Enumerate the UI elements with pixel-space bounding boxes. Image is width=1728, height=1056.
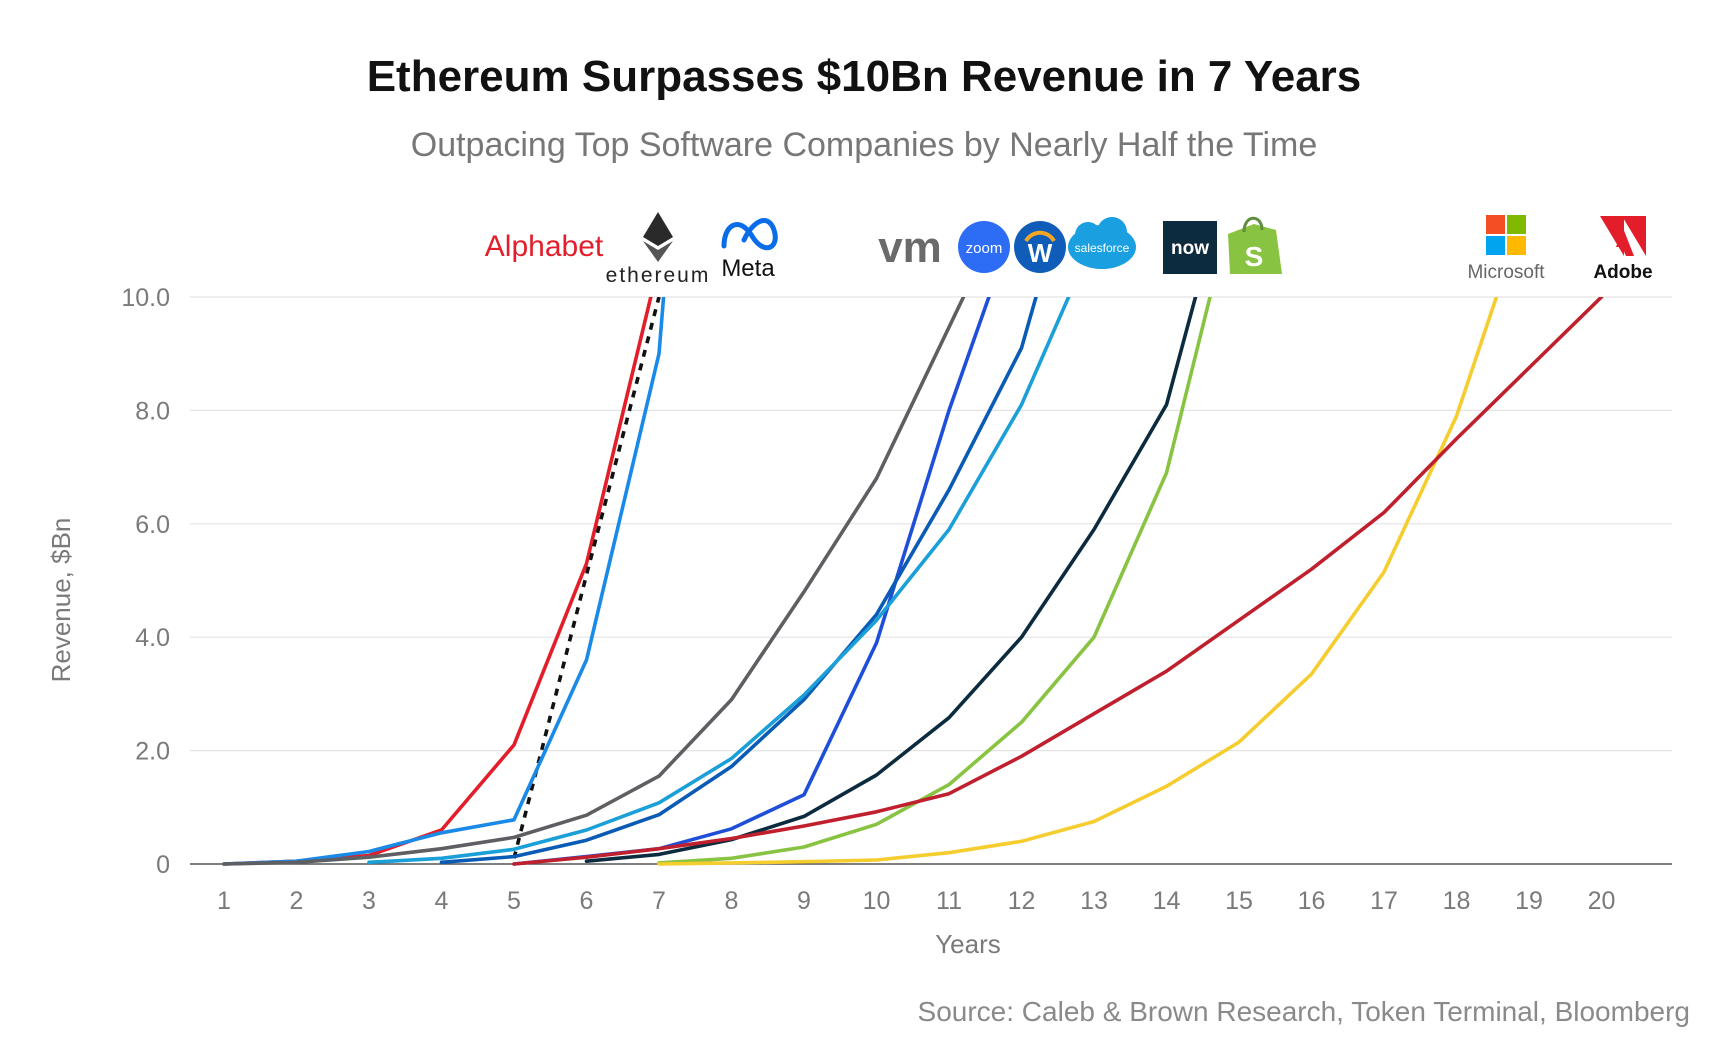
zoom-logo: zoom	[958, 221, 1010, 273]
ethereum-logo-text: ethereum	[606, 264, 711, 287]
x-tick-label: 20	[1588, 887, 1616, 915]
x-tick-label: 18	[1443, 887, 1471, 915]
workday-circle-icon	[1014, 221, 1066, 273]
x-tick-label: 7	[652, 887, 666, 915]
series-line-meta	[222, 297, 666, 866]
series-line-adobe	[512, 297, 1604, 866]
salesforce-logo-text: salesforce	[1075, 241, 1130, 255]
meta-logo: Meta	[721, 218, 778, 282]
x-tick-label: 2	[290, 887, 304, 915]
source-note: Source: Caleb & Brown Research, Token Te…	[917, 996, 1690, 1027]
chart-subtitle: Outpacing Top Software Companies by Near…	[410, 126, 1318, 164]
meta-infinity-icon	[721, 218, 778, 251]
x-tick-label: 3	[362, 887, 376, 915]
ethereum-diamond-icon	[643, 241, 673, 262]
series-lines	[222, 297, 1604, 866]
servicenow-logo-text: now	[1171, 238, 1209, 259]
meta-logo-text: Meta	[721, 255, 775, 282]
microsoft-logo-text: Microsoft	[1467, 262, 1545, 283]
x-tick-label: 19	[1515, 887, 1543, 915]
axes: 02.04.06.08.010.01 2 3 4 5 6 7 8 9 10 11 12 13 14 15 16…	[121, 284, 1672, 915]
adobe-mark-icon	[1622, 216, 1646, 256]
series-line-workday	[439, 297, 1038, 865]
salesforce-cloud-icon	[1097, 217, 1127, 247]
series-line-microsoft	[657, 297, 1499, 866]
workday-logo: W	[1014, 221, 1066, 273]
shopify-logo-text: S	[1245, 241, 1264, 272]
series-line-salesforce	[367, 297, 1071, 865]
y-axis-label: Revenue, $Bn	[46, 518, 76, 683]
x-tick-label: 13	[1080, 887, 1108, 915]
y-tick-label: 8.0	[135, 397, 170, 425]
x-tick-label: 10	[863, 887, 891, 915]
series-line-alphabet	[222, 297, 653, 866]
series-line-servicenow	[584, 297, 1198, 863]
microsoft-square-icon	[1507, 215, 1526, 234]
y-tick-label: 10.0	[121, 284, 170, 312]
chart-title: Ethereum Surpasses $10Bn Revenue in 7 Ye…	[366, 52, 1362, 101]
servicenow-square-icon	[1163, 221, 1217, 274]
zoom-circle-icon	[958, 221, 1010, 273]
microsoft-square-icon	[1486, 215, 1505, 234]
adobe-mark-icon	[1616, 228, 1634, 256]
microsoft-square-icon	[1507, 236, 1526, 255]
zoom-logo-text: zoom	[966, 240, 1003, 257]
y-tick-label: 6.0	[135, 511, 170, 539]
workday-arc-icon	[1024, 230, 1056, 243]
x-tick-label: 1	[217, 887, 231, 915]
shopify-logo: S	[1228, 216, 1282, 274]
vmware-logo: vm	[878, 223, 942, 272]
series-line-shopify	[657, 297, 1212, 865]
shopify-handle-icon	[1242, 216, 1264, 233]
microsoft-square-icon	[1486, 236, 1505, 255]
x-axis-label: Years	[935, 929, 1001, 959]
x-tick-label: 16	[1298, 887, 1326, 915]
ethereum-logo: ethereum	[606, 212, 711, 287]
x-tick-label: 5	[507, 887, 521, 915]
adobe-logo-text: Adobe	[1593, 262, 1652, 283]
workday-logo-text: W	[1028, 238, 1053, 268]
x-tick-label: 9	[797, 887, 811, 915]
alphabet-logo: Alphabet	[485, 230, 604, 263]
x-tick-label: 17	[1370, 887, 1398, 915]
x-tick-label: 6	[580, 887, 594, 915]
x-tick-label: 11	[936, 887, 962, 915]
series-line-vmware	[222, 297, 966, 866]
y-tick-label: 4.0	[135, 624, 170, 652]
y-tick-label: 2.0	[135, 738, 170, 766]
x-tick-label: 8	[725, 887, 739, 915]
servicenow-logo: now	[1163, 221, 1217, 274]
x-tick-label: 4	[435, 887, 449, 915]
x-tick-label: 12	[1008, 887, 1036, 915]
microsoft-logo: Microsoft	[1467, 215, 1545, 283]
adobe-logo: Adobe	[1593, 216, 1653, 283]
salesforce-logo: salesforce	[1068, 217, 1136, 269]
x-tick-label: 15	[1225, 887, 1253, 915]
salesforce-cloud-icon	[1075, 222, 1101, 248]
x-tick-label: 14	[1153, 887, 1181, 915]
y-tick-label: 0	[156, 851, 170, 879]
ethereum-diamond-icon	[643, 212, 673, 246]
shopify-bag-icon	[1228, 224, 1282, 274]
